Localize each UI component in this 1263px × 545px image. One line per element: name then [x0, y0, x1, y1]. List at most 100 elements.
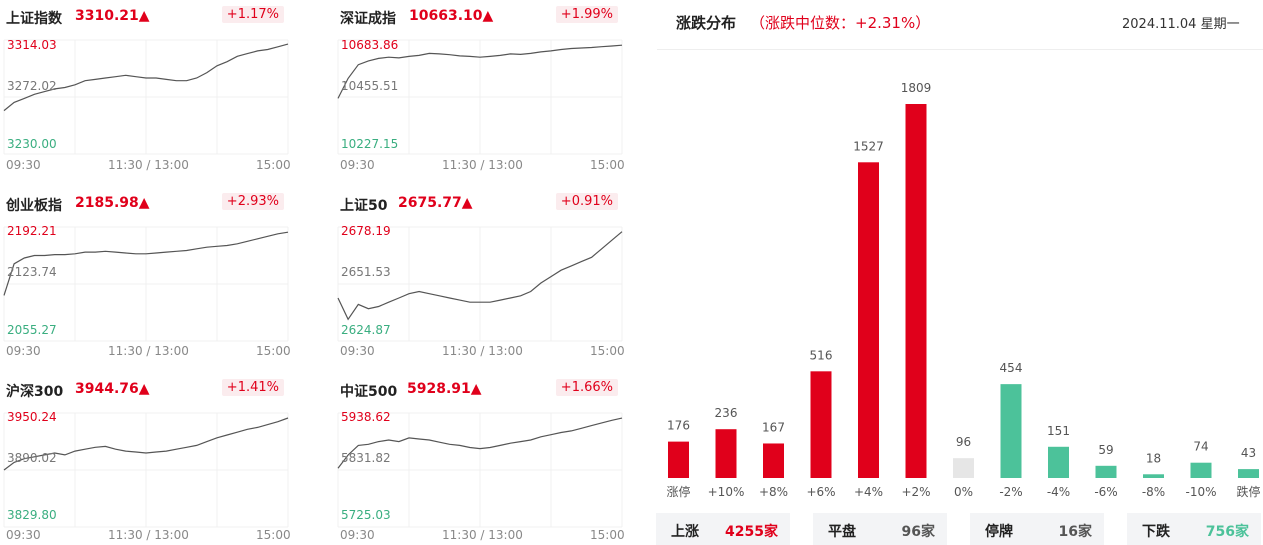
- sparkline-chart: [3, 39, 289, 155]
- time-mid: 11:30 / 13:00: [108, 344, 189, 358]
- summary-flat: 平盘 96家: [813, 513, 947, 545]
- index-price-line: [3, 231, 289, 296]
- bar-value-label: 176: [667, 419, 690, 433]
- bar-category-label: -10%: [1185, 485, 1216, 499]
- index-change-badge: +0.91%: [555, 193, 618, 210]
- index-price: 5928.91▲: [407, 381, 482, 397]
- bar-category-label: +6%: [806, 485, 835, 499]
- distribution-bar: [668, 441, 689, 478]
- index-change-badge: +1.41%: [221, 379, 284, 396]
- high-label: 10683.86: [341, 38, 399, 52]
- index-name: 深证成指: [340, 11, 396, 27]
- mid-label: 10455.51: [341, 79, 399, 93]
- index-name: 上证指数: [6, 11, 62, 27]
- bar-category-label: 0%: [954, 485, 973, 499]
- index-name: 沪深300: [6, 384, 64, 400]
- summary-down: 下跌 756家: [1127, 513, 1261, 545]
- index-card-sh[interactable]: 上证指数 3310.21▲ +1.17% 3314.03 3272.02 323…: [0, 0, 291, 180]
- distribution-bar: [1238, 469, 1259, 478]
- mid-label: 3890.02: [7, 451, 57, 465]
- distribution-bar: [1048, 446, 1069, 478]
- time-mid: 11:30 / 13:00: [108, 158, 189, 172]
- index-price: 3310.21▲: [75, 8, 150, 24]
- distribution-title: 涨跌分布: [676, 14, 737, 32]
- card-header: 深证成指 10663.10▲ +1.99%: [334, 0, 624, 30]
- sparkline-chart: [337, 412, 623, 528]
- bar-category-label: -2%: [999, 485, 1022, 499]
- low-label: 3829.80: [7, 508, 57, 522]
- time-start: 09:30: [340, 528, 375, 542]
- index-card-sz[interactable]: 深证成指 10663.10▲ +1.99% 10683.86 10455.51 …: [334, 0, 625, 180]
- index-card-cyb[interactable]: 创业板指 2185.98▲ +2.93% 2192.21 2123.74 205…: [0, 187, 291, 367]
- index-change-badge: +2.93%: [221, 193, 284, 210]
- sparkline-chart: [3, 226, 289, 342]
- distribution-bar: [1000, 384, 1022, 478]
- index-price-line: [337, 417, 623, 469]
- median-change-label: （涨跌中位数：+2.31%）: [750, 14, 931, 32]
- index-price-line: [3, 43, 289, 112]
- high-label: 2192.21: [7, 224, 57, 238]
- card-header: 中证500 5928.91▲ +1.66%: [334, 373, 624, 403]
- high-label: 2678.19: [341, 224, 391, 238]
- index-card-sz50[interactable]: 上证50 2675.77▲ +0.91% 2678.19 2651.53 262…: [334, 187, 625, 367]
- time-end: 15:00: [256, 344, 291, 358]
- mid-label: 5831.82: [341, 451, 391, 465]
- low-label: 3230.00: [7, 137, 57, 151]
- index-card-hs300[interactable]: 沪深300 3944.76▲ +1.41% 3950.24 3890.02 38…: [0, 373, 291, 545]
- mid-label: 3272.02: [7, 79, 57, 93]
- distribution-bar: [953, 458, 974, 478]
- bar-value-label: 96: [956, 435, 971, 449]
- index-name: 上证50: [340, 198, 388, 214]
- time-mid: 11:30 / 13:00: [442, 344, 523, 358]
- time-start: 09:30: [6, 528, 41, 542]
- index-price: 2185.98▲: [75, 195, 150, 211]
- time-mid: 11:30 / 13:00: [442, 158, 523, 172]
- distribution-bar: [763, 443, 784, 478]
- summary-up: 上涨 4255家: [656, 513, 790, 545]
- distribution-bar: [1095, 465, 1117, 478]
- time-end: 15:00: [590, 528, 625, 542]
- distribution-bar: [1143, 474, 1164, 478]
- card-header: 上证50 2675.77▲ +0.91%: [334, 187, 624, 217]
- distribution-bar: [810, 371, 832, 478]
- distribution-bar: [858, 162, 879, 478]
- low-label: 10227.15: [341, 137, 399, 151]
- index-price: 10663.10▲: [409, 8, 494, 24]
- bar-value-label: 59: [1098, 443, 1113, 457]
- distribution-bar: [905, 104, 927, 478]
- index-card-zz500[interactable]: 中证500 5928.91▲ +1.66% 5938.62 5831.82 57…: [334, 373, 625, 545]
- bar-value-label: 43: [1241, 446, 1256, 460]
- time-start: 09:30: [340, 158, 375, 172]
- summary-value: 756家: [1205, 524, 1249, 540]
- index-name: 中证500: [340, 384, 398, 400]
- bar-value-label: 74: [1193, 440, 1208, 454]
- summary-value: 4255家: [725, 524, 778, 540]
- low-label: 2055.27: [7, 323, 57, 337]
- bar-category-label: +2%: [901, 485, 930, 499]
- high-label: 3314.03: [7, 38, 57, 52]
- time-end: 15:00: [590, 158, 625, 172]
- divider: [657, 49, 1263, 50]
- card-header: 创业板指 2185.98▲ +2.93%: [0, 187, 290, 217]
- bar-category-label: 跌停: [1236, 484, 1260, 499]
- trade-date: 2024.11.04 星期一: [1122, 17, 1240, 32]
- index-price-line: [3, 417, 289, 471]
- bar-value-label: 151: [1047, 424, 1070, 438]
- bar-value-label: 1809: [901, 81, 932, 95]
- bar-category-label: 涨停: [666, 484, 690, 499]
- card-header: 上证指数 3310.21▲ +1.17%: [0, 0, 290, 30]
- index-change-badge: +1.17%: [221, 6, 284, 23]
- bar-category-label: +4%: [854, 485, 883, 499]
- summary-label: 停牌: [985, 524, 1013, 540]
- time-end: 15:00: [256, 158, 291, 172]
- bar-value-label: 454: [1000, 361, 1023, 375]
- bar-value-label: 18: [1146, 451, 1161, 465]
- distribution-bar: [715, 429, 737, 478]
- time-start: 09:30: [6, 344, 41, 358]
- mid-label: 2651.53: [341, 265, 391, 279]
- sparkline-chart: [337, 39, 623, 155]
- time-mid: 11:30 / 13:00: [108, 528, 189, 542]
- index-name: 创业板指: [6, 198, 62, 214]
- sparkline-chart: [337, 226, 623, 342]
